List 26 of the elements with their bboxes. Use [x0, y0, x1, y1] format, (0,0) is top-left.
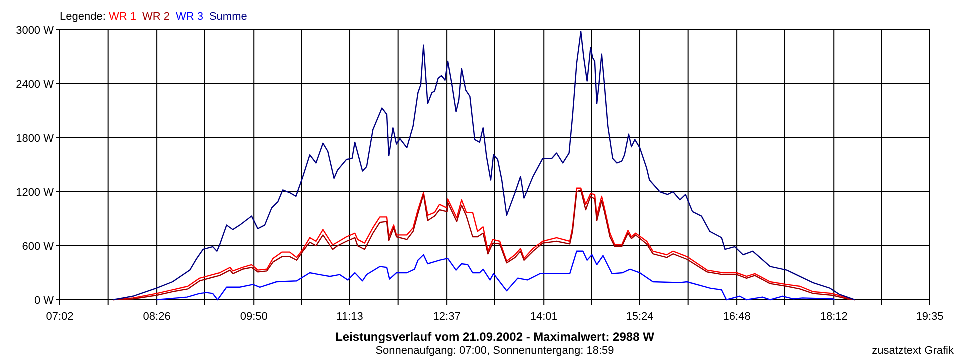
x-tick-label: 19:35 — [916, 311, 944, 323]
text: WR 3 — [176, 11, 204, 23]
text: Leistungsverlauf vom 21.09.2002 - Maximalwert: 2988 W — [336, 330, 656, 344]
x-tick-label: 18:12 — [820, 311, 848, 323]
text: WR 1 — [108, 11, 136, 23]
x-tick-label: 14:01 — [530, 311, 558, 323]
text: WR 2 — [142, 11, 170, 23]
x-tick-label: 08:26 — [143, 311, 171, 323]
text: Sonnenaufgang: 07:00, Sonnenuntergang: 18:59 — [376, 345, 614, 357]
x-tick-label: 16:48 — [723, 311, 751, 323]
x-tick-label: 09:50 — [240, 311, 268, 323]
y-tick-label: 2400 W — [16, 79, 55, 91]
y-tick-label: 3000 W — [16, 25, 55, 37]
line-series — [156, 250, 836, 301]
y-tick-label: 600 W — [22, 241, 55, 253]
y-tick-label: 0 W — [34, 295, 55, 307]
legend-title: Legende: — [60, 11, 109, 23]
line-series — [112, 31, 856, 301]
y-tick-label: 1200 W — [16, 187, 55, 199]
y-tick-label: 1800 W — [16, 133, 55, 145]
x-tick-label: 11:13 — [336, 311, 364, 323]
x-tick-label: 07:02 — [46, 311, 74, 323]
text: zusatztext Grafik — [872, 345, 954, 357]
text: Summe — [209, 11, 248, 23]
x-tick-label: 12:37 — [433, 311, 461, 323]
x-tick-label: 15:24 — [626, 311, 654, 323]
